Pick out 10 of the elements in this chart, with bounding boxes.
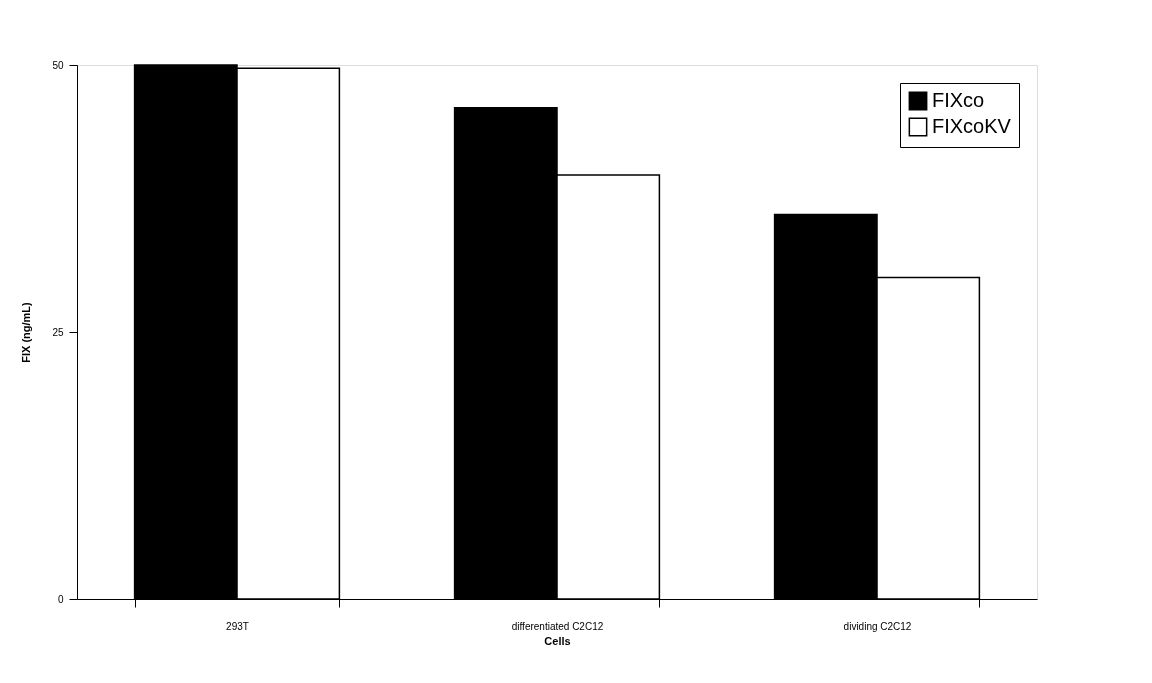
legend-label: FIXcoKV — [932, 115, 1012, 137]
x-axis-title: Cells — [544, 634, 571, 647]
y-tick-label: 50 — [52, 59, 64, 71]
x-tick-label: dividing C2C12 — [843, 620, 912, 632]
x-tick-label: 293T — [226, 620, 249, 632]
y-tick-label: 0 — [57, 593, 64, 605]
y-tick-label: 25 — [52, 326, 64, 338]
x-tick-label: differentiated C2C12 — [511, 620, 604, 632]
legend-label: FIXco — [932, 89, 985, 111]
y-axis-title: FIX (ng/mL) — [20, 301, 33, 363]
